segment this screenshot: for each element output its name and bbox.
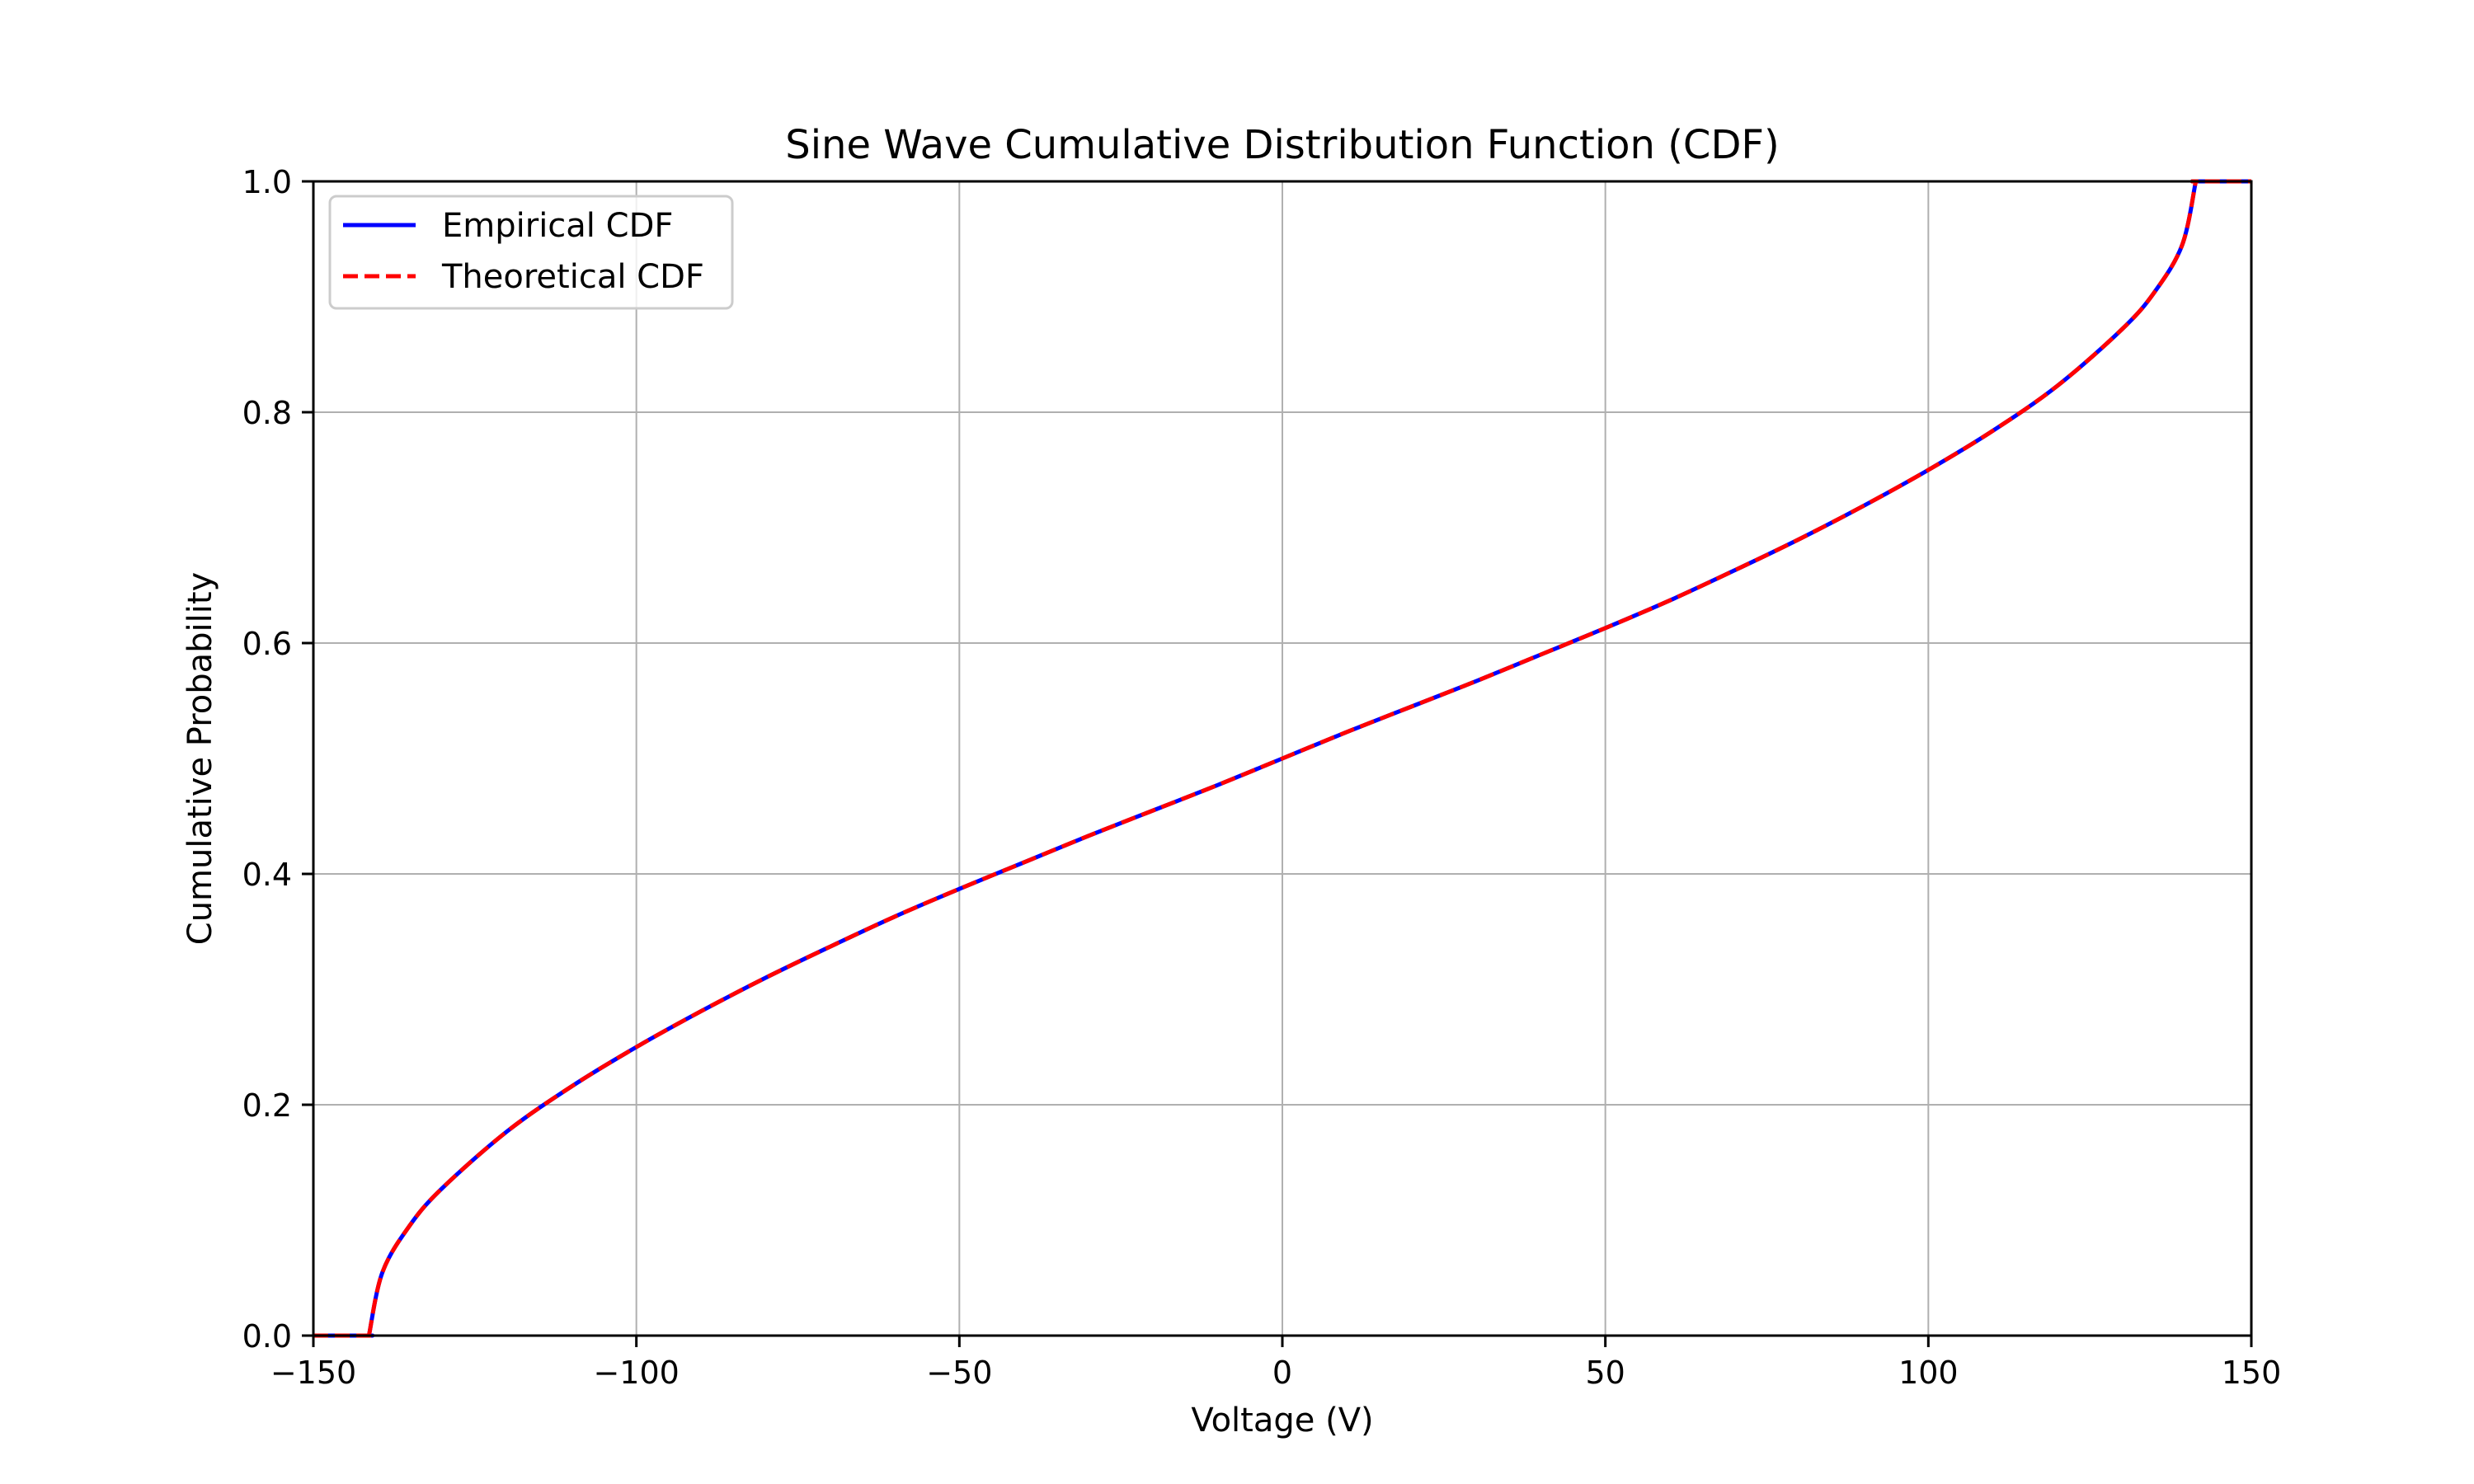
axis-ticks: −150 −100 −50 0 50 100 150 0.0 0.2 0.4 0.6 0.8 1.0 xyxy=(242,164,2282,1391)
legend-label-theoretical: Theoretical CDF xyxy=(441,258,704,296)
chart-title: Sine Wave Cumulative Distribution Functi… xyxy=(785,122,1779,168)
y-tick-label: 0.6 xyxy=(242,626,292,662)
legend-box xyxy=(328,195,734,310)
legend-label-empirical: Empirical CDF xyxy=(442,207,673,245)
series-theoretical-cdf xyxy=(313,179,2251,1338)
y-axis-label: Cumulative Probability xyxy=(181,572,219,945)
x-tick-label: 0 xyxy=(1272,1355,1292,1391)
x-tick-label: −150 xyxy=(270,1355,356,1391)
y-tick-label: 0.2 xyxy=(242,1087,292,1124)
x-tick-label: 150 xyxy=(2222,1355,2282,1391)
x-tick-label: 50 xyxy=(1585,1355,1625,1391)
legend: Empirical CDF Theoretical CDF xyxy=(328,195,734,310)
x-tick-label: −50 xyxy=(926,1355,992,1391)
x-tick-label: −100 xyxy=(593,1355,679,1391)
x-tick-label: 100 xyxy=(1898,1355,1959,1391)
x-axis-label: Voltage (V) xyxy=(1191,1402,1373,1439)
y-tick-label: 0.0 xyxy=(242,1318,292,1355)
series-lines xyxy=(313,179,2251,1338)
y-tick-label: 0.4 xyxy=(242,857,292,893)
y-tick-label: 0.8 xyxy=(242,395,292,431)
y-tick-label: 1.0 xyxy=(242,164,292,200)
